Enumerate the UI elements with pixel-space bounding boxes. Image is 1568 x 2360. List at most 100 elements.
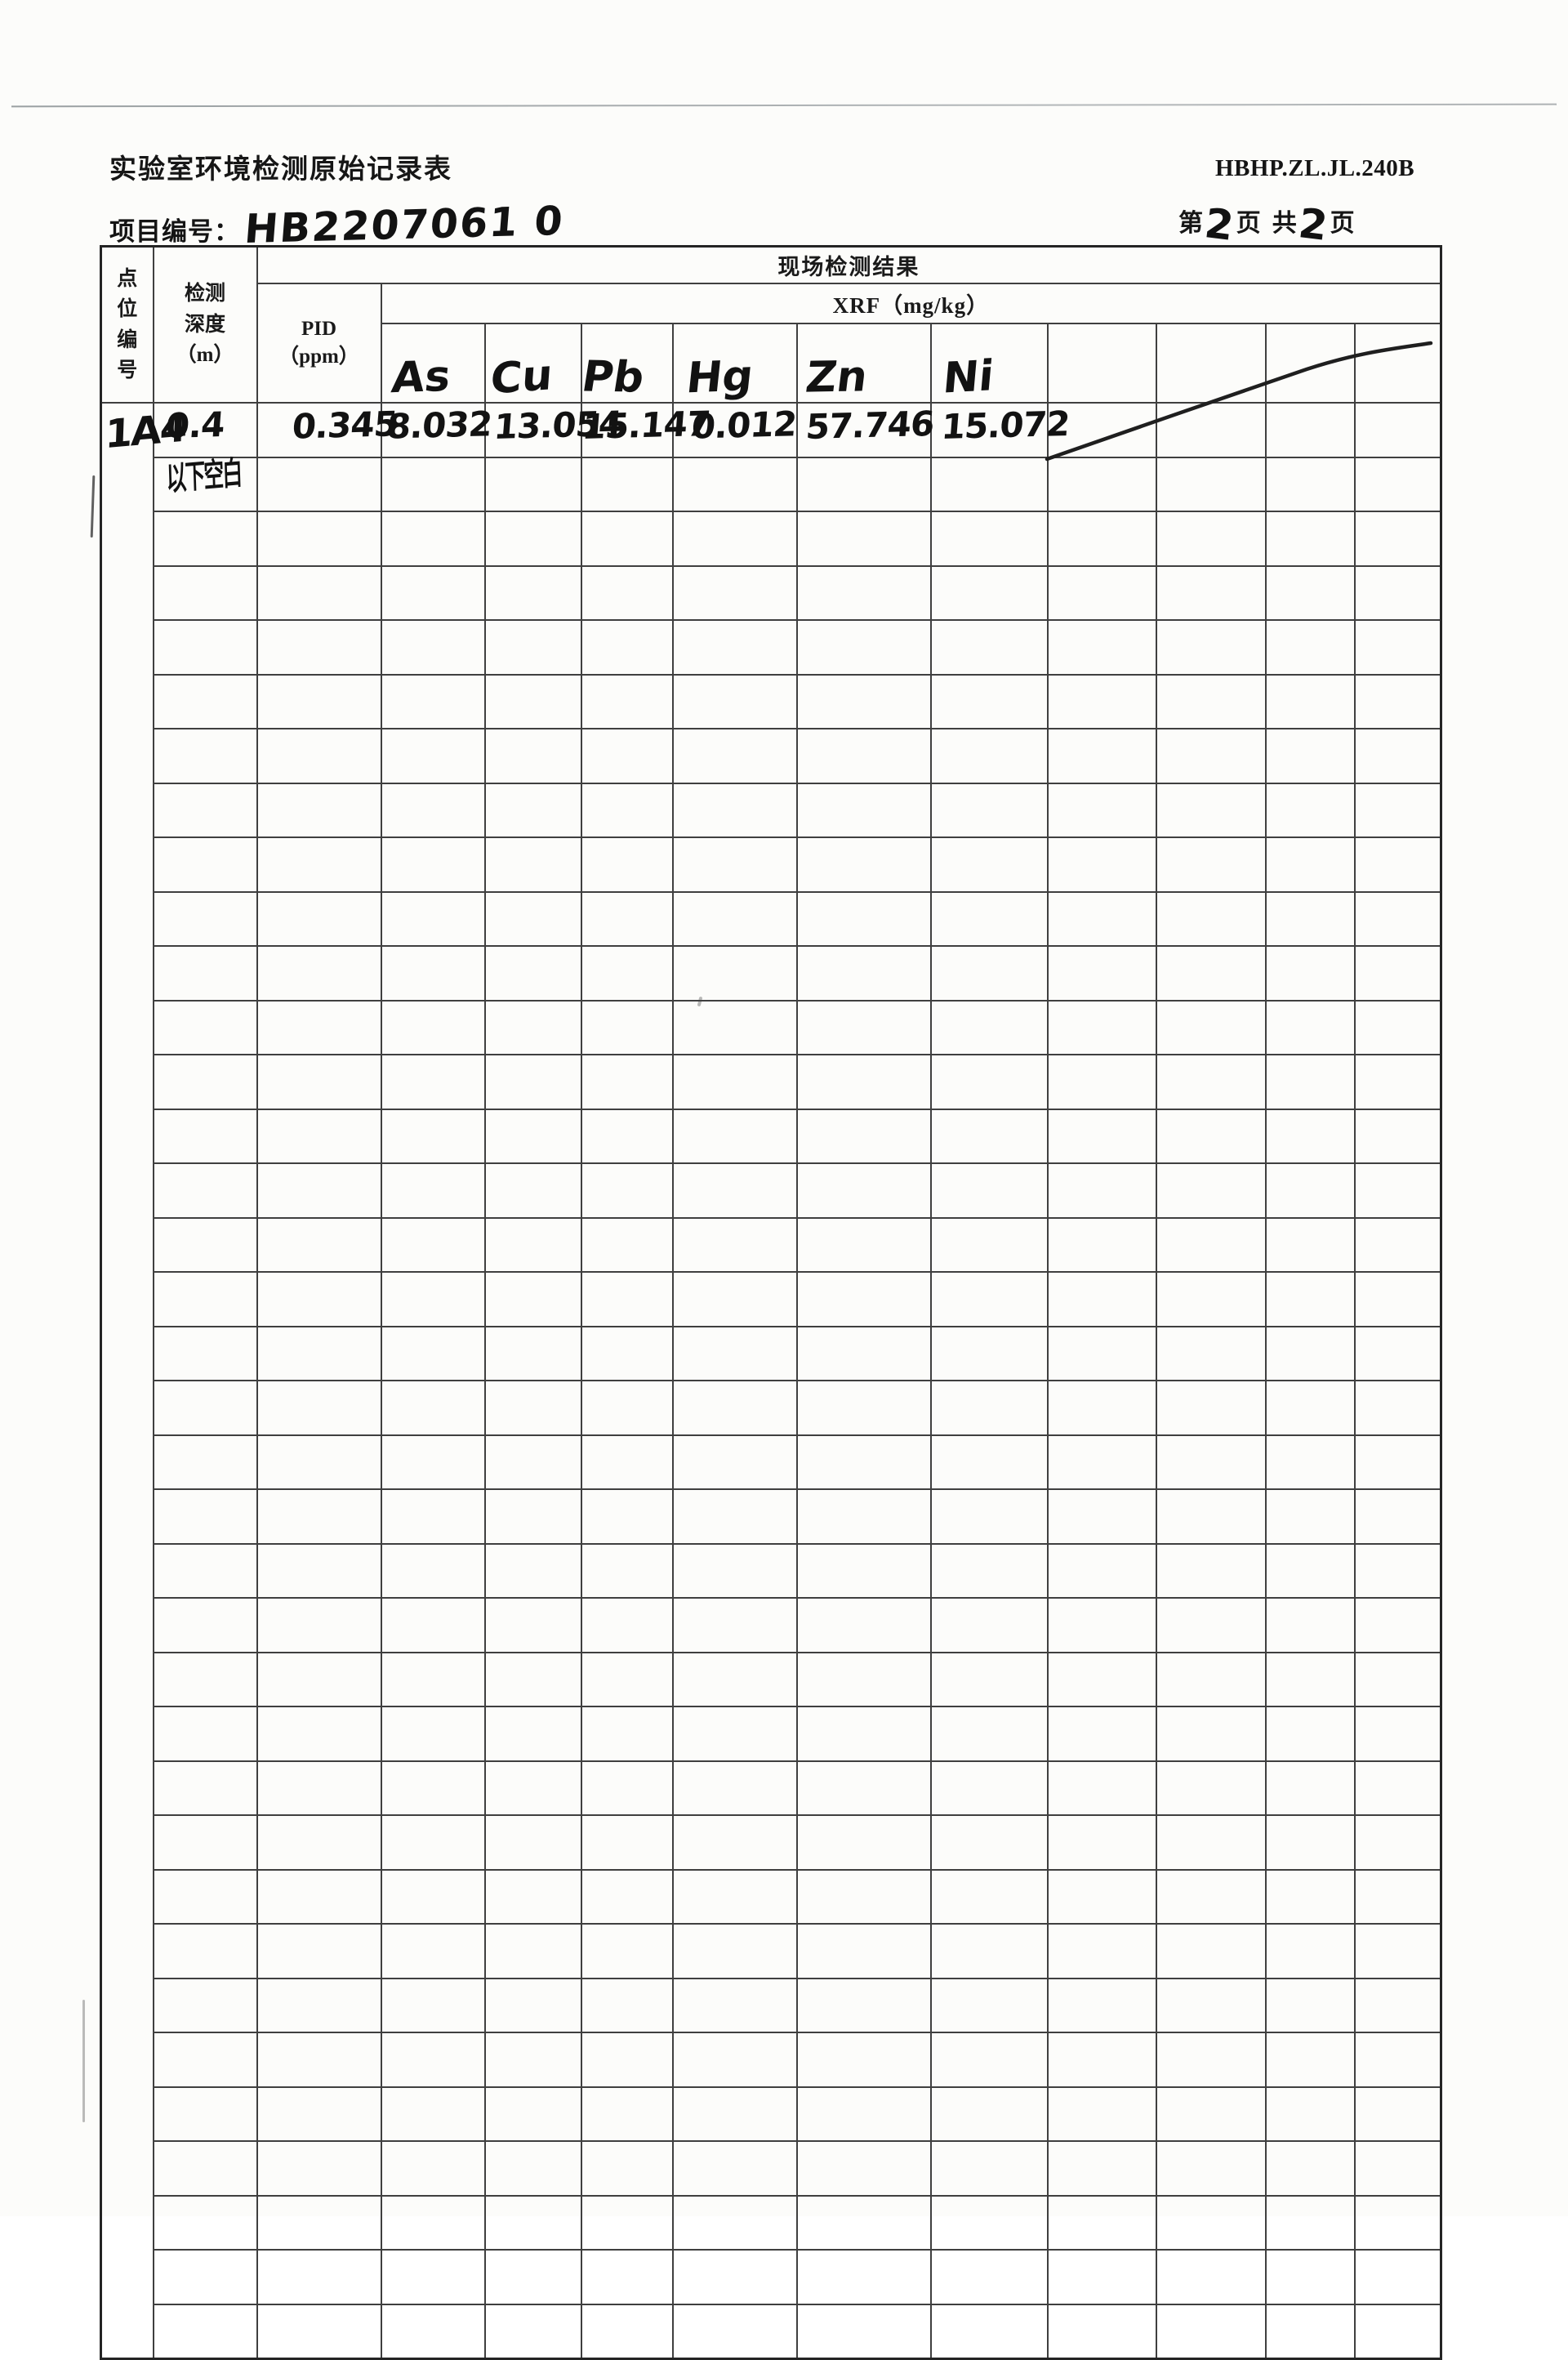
empty-cell: [1264, 1597, 1356, 1653]
empty-cell: [1264, 1216, 1356, 1273]
page-word-di: 第: [1178, 210, 1203, 237]
xrf-value-cell: [795, 1923, 932, 1979]
xrf-value-cell: [929, 1923, 1049, 1979]
xrf-value-cell: [671, 2032, 798, 2088]
empty-cell: [1353, 999, 1442, 1055]
xrf-value-cell: 8.032: [380, 402, 492, 458]
xrf-value-cell: [483, 1434, 582, 1490]
xrf-value-cell: [483, 836, 582, 893]
xrf-value-cell: [671, 890, 798, 947]
xrf-value-cell: [580, 2140, 674, 2197]
field-results-group-header: 现场检测结果: [256, 245, 1442, 284]
xrf-value-cell: [671, 1760, 798, 1816]
xrf-value-cell: [380, 1054, 486, 1110]
pid-value-cell: [256, 1760, 382, 1816]
xrf-value-cell: [795, 2249, 932, 2305]
depth-cell: [152, 1054, 258, 1110]
table-row: [101, 1488, 1442, 1545]
empty-cell: [1155, 1651, 1267, 1707]
xrf-value-cell: [580, 1814, 674, 1871]
empty-cell: [1264, 511, 1356, 567]
empty-cell: [1353, 2194, 1442, 2251]
xrf-value-cell: [580, 1271, 674, 1327]
scan-edge-line: [11, 103, 1557, 108]
empty-cell: [1155, 1271, 1267, 1327]
xrf-value-cell: [671, 1271, 798, 1327]
empty-cell: [1046, 2303, 1157, 2360]
xrf-value-cell: [929, 456, 1049, 512]
depth-cell: [152, 1380, 258, 1436]
empty-cell: [1353, 728, 1442, 784]
empty-cell: [1155, 1597, 1267, 1653]
pid-value-cell: [256, 728, 382, 784]
table-row: 1A4 0.4 0.345 8.032 13.054 15.147 0.012 57.746 1…: [100, 402, 1442, 2360]
xrf-value-cell: [380, 1434, 486, 1490]
xrf-value-cell: [795, 1542, 932, 1599]
empty-cell: [1155, 999, 1267, 1055]
empty-cell: [1046, 1542, 1157, 1599]
xrf-value-cell: [483, 1162, 582, 1219]
empty-cell: [1264, 564, 1356, 621]
xrf-value-cell: [483, 1923, 582, 1979]
xrf-value-cell: [380, 1162, 486, 1219]
xrf-value-cell: [483, 1216, 582, 1273]
xrf-value-cell: [671, 1108, 798, 1164]
xrf-value-cell: [580, 619, 674, 676]
xrf-value-cell: [795, 728, 932, 784]
xrf-value-cell: [795, 673, 932, 729]
table-row: [101, 2032, 1442, 2088]
empty-cell: [1353, 945, 1442, 1002]
xrf-value-cell: [795, 1271, 932, 1327]
empty-cell: [1353, 1760, 1442, 1816]
empty-cell: [1353, 2303, 1442, 2360]
table-row: [101, 1162, 1442, 1219]
table-row: [101, 511, 1442, 567]
xrf-value-cell: [795, 1814, 932, 1871]
xrf-value-cell: [795, 1216, 932, 1273]
xrf-value-cell: [929, 673, 1049, 729]
table-row: [101, 564, 1442, 621]
xrf-value-handwriting: 15.072: [939, 403, 1071, 448]
empty-cell: [1264, 1706, 1356, 1762]
empty-cell: [1264, 1434, 1356, 1490]
element-column-header: Cu: [483, 323, 582, 404]
depth-cell: [152, 2032, 258, 2088]
empty-cell: [1155, 836, 1267, 893]
xrf-value-cell: [380, 890, 486, 947]
xrf-value-cell: [483, 619, 582, 676]
empty-cell: [1155, 1488, 1267, 1545]
xrf-value-cell: [380, 1977, 486, 2033]
xrf-value-cell: [929, 1760, 1049, 1816]
xrf-value-cell: [380, 511, 486, 567]
empty-cell: [1264, 619, 1356, 676]
xrf-value-cell: [671, 1923, 798, 1979]
xrf-value-cell: [929, 1542, 1049, 1599]
xrf-value-cell: [483, 1651, 582, 1707]
depth-cell: [152, 2194, 258, 2251]
xrf-value-cell: [483, 728, 582, 784]
xrf-value-cell: [380, 1271, 486, 1327]
xrf-value-cell: [929, 1977, 1049, 2033]
empty-cell: [1264, 999, 1356, 1055]
xrf-value-cell: [929, 728, 1049, 784]
depth-cell: [152, 1542, 258, 1599]
xrf-value-cell: [671, 945, 798, 1002]
xrf-value-cell: [483, 2303, 582, 2360]
empty-cell: [1264, 673, 1356, 729]
empty-cell: [1046, 2086, 1157, 2142]
depth-cell: [152, 1760, 258, 1816]
xrf-value-cell: [380, 1706, 486, 1762]
empty-cell: [1264, 1054, 1356, 1110]
empty-cell: [1046, 1054, 1157, 1110]
empty-cell: [1046, 1977, 1157, 2033]
depth-cell: [152, 1271, 258, 1327]
empty-cell: [1155, 2194, 1267, 2251]
element-column-header: Pb: [578, 323, 674, 404]
empty-cell: [1264, 402, 1356, 458]
depth-cell: 0.4: [152, 402, 258, 458]
depth-cell: [152, 1651, 258, 1707]
empty-cell: [1155, 1706, 1267, 1762]
xrf-value-cell: [671, 1706, 798, 1762]
empty-cell: [1264, 2249, 1356, 2305]
empty-cell: [1264, 1325, 1356, 1381]
